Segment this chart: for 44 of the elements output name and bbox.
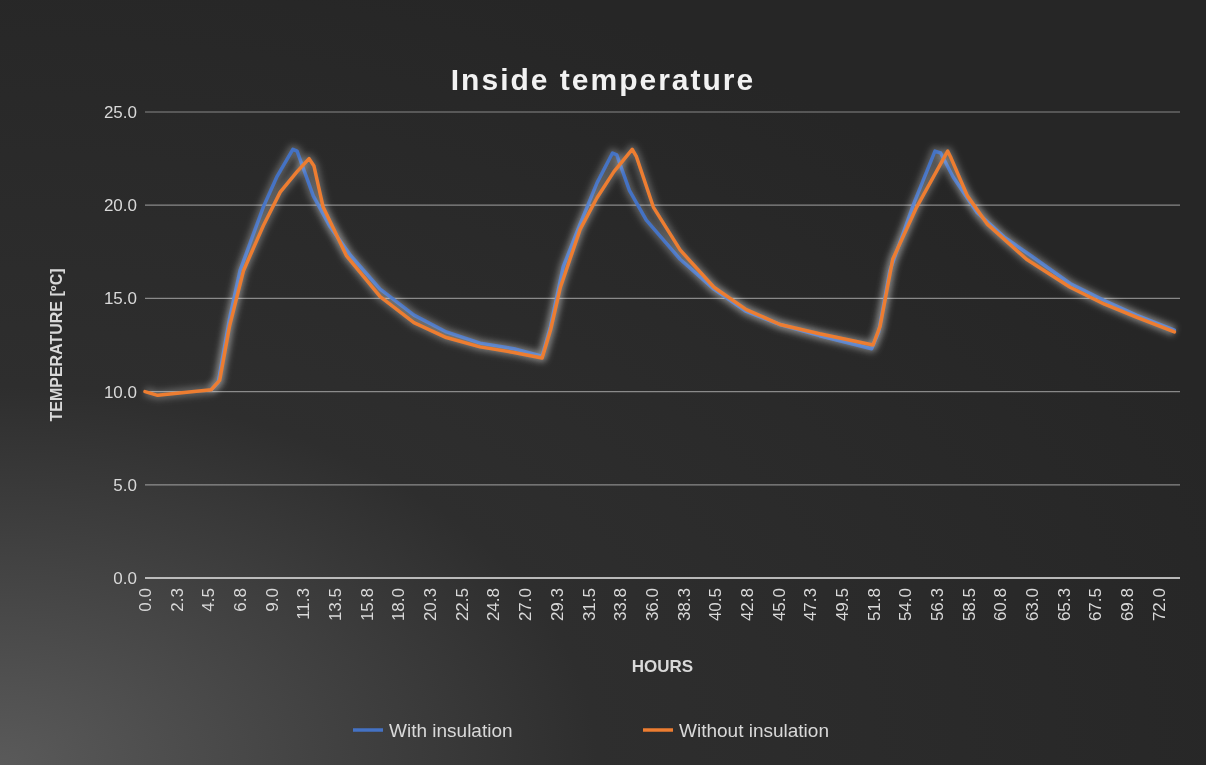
x-tick-label: 0.0 <box>135 588 155 612</box>
x-tick-label: 65.3 <box>1054 588 1074 622</box>
x-tick-label: 9.0 <box>262 588 282 612</box>
x-tick-label: 13.5 <box>326 588 346 622</box>
x-tick-label: 24.8 <box>484 588 504 622</box>
x-tick-label: 47.3 <box>801 588 821 622</box>
legend-label: With insulation <box>389 719 513 741</box>
x-tick-label: 22.5 <box>452 588 472 622</box>
chart-title: Inside temperature <box>450 63 756 96</box>
x-tick-label: 51.8 <box>864 588 884 622</box>
x-tick-label: 33.8 <box>611 588 631 622</box>
x-tick-label: 36.0 <box>642 588 662 622</box>
x-tick-label: 42.8 <box>737 588 757 622</box>
x-tick-label: 31.5 <box>579 588 599 622</box>
y-tick-label: 25.0 <box>103 102 137 122</box>
x-tick-label: 4.5 <box>199 588 219 612</box>
x-tick-label: 69.8 <box>1118 588 1138 622</box>
x-tick-label: 29.3 <box>547 588 567 622</box>
y-tick-label: 5.0 <box>113 475 137 495</box>
x-tick-label: 18.0 <box>389 588 409 622</box>
x-tick-label: 67.5 <box>1086 588 1106 622</box>
x-tick-label: 20.3 <box>421 588 441 622</box>
x-tick-label: 56.3 <box>928 588 948 622</box>
x-tick-label: 11.3 <box>294 588 314 620</box>
x-axis-title: HOURS <box>631 657 694 676</box>
y-tick-label: 20.0 <box>103 196 137 216</box>
legend-label: Without insulation <box>679 719 829 741</box>
x-tick-label: 49.5 <box>832 588 852 622</box>
x-tick-label: 40.5 <box>706 588 726 622</box>
x-tick-label: 60.8 <box>991 588 1011 622</box>
y-axis-title: TEMPERATURE [ºC] <box>48 268 65 422</box>
y-tick-label: 10.0 <box>103 382 137 402</box>
x-tick-label: 54.0 <box>896 588 916 622</box>
x-tick-label: 72.0 <box>1149 588 1169 622</box>
x-tick-label: 2.3 <box>167 588 187 612</box>
x-tick-label: 15.8 <box>357 588 377 622</box>
x-tick-label: 45.0 <box>769 588 789 622</box>
y-tick-label: 0.0 <box>113 568 137 588</box>
y-tick-label: 15.0 <box>103 289 137 309</box>
x-tick-label: 6.8 <box>231 588 250 612</box>
x-tick-label: 58.5 <box>959 588 979 622</box>
x-tick-label: 38.3 <box>674 588 694 622</box>
x-tick-label: 63.0 <box>1023 588 1043 622</box>
x-tick-label: 27.0 <box>516 588 536 622</box>
